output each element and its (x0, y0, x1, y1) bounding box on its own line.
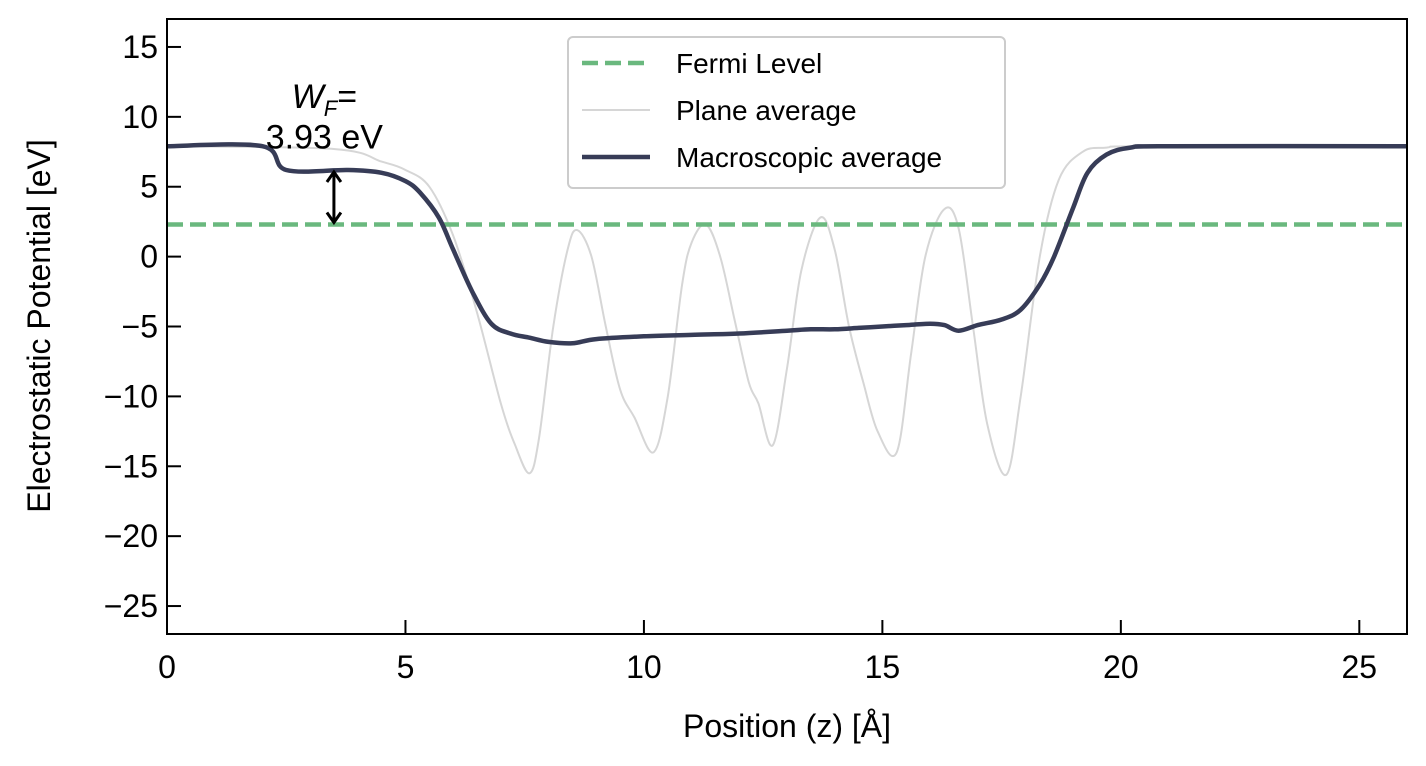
x-tick-label: 5 (397, 649, 415, 685)
x-tick-label: 10 (626, 649, 662, 685)
legend-label-fermi-level: Fermi Level (676, 48, 822, 79)
legend: Fermi Level Plane average Macroscopic av… (567, 36, 1006, 189)
annotation-layer: WF=3.93 eV (266, 78, 384, 226)
legend-frame (567, 36, 1006, 189)
y-tick-label: 10 (122, 99, 158, 135)
plot-frame (166, 18, 1408, 635)
series-line-macroscopic-average (167, 142, 1407, 346)
y-tick-label: −25 (104, 588, 158, 624)
x-tick-label: 15 (865, 649, 901, 685)
x-tick-label: 25 (1342, 649, 1378, 685)
arrow-head-down (325, 211, 343, 226)
series-layer (167, 142, 1407, 476)
y-tick-label: 5 (140, 169, 158, 205)
series-line-plane-average (167, 145, 1407, 476)
y-tick-label: 0 (140, 239, 158, 275)
y-tick-label: −20 (104, 518, 158, 554)
y-tick-label: −10 (104, 378, 158, 414)
work-function-label: WF= (292, 78, 357, 121)
y-tick-label: 15 (122, 29, 158, 65)
y-axis-label: Electrostatic Potential [eV] (21, 139, 57, 513)
tick-layer: 0 5 10 15 20 25 −25 −20 −15 −10 −5 0 5 10 15 (104, 29, 1377, 685)
legend-label-macroscopic-average: Macroscopic average (676, 142, 942, 173)
y-tick-label: −15 (104, 448, 158, 484)
y-tick-label: −5 (122, 309, 158, 345)
work-function-value: 3.93 eV (266, 118, 384, 156)
legend-label-plane-average: Plane average (676, 95, 857, 126)
x-tick-label: 0 (158, 649, 176, 685)
x-axis-label: Position (z) [Å] (683, 708, 891, 744)
arrow-head-up (325, 169, 343, 183)
x-tick-label: 20 (1103, 649, 1139, 685)
